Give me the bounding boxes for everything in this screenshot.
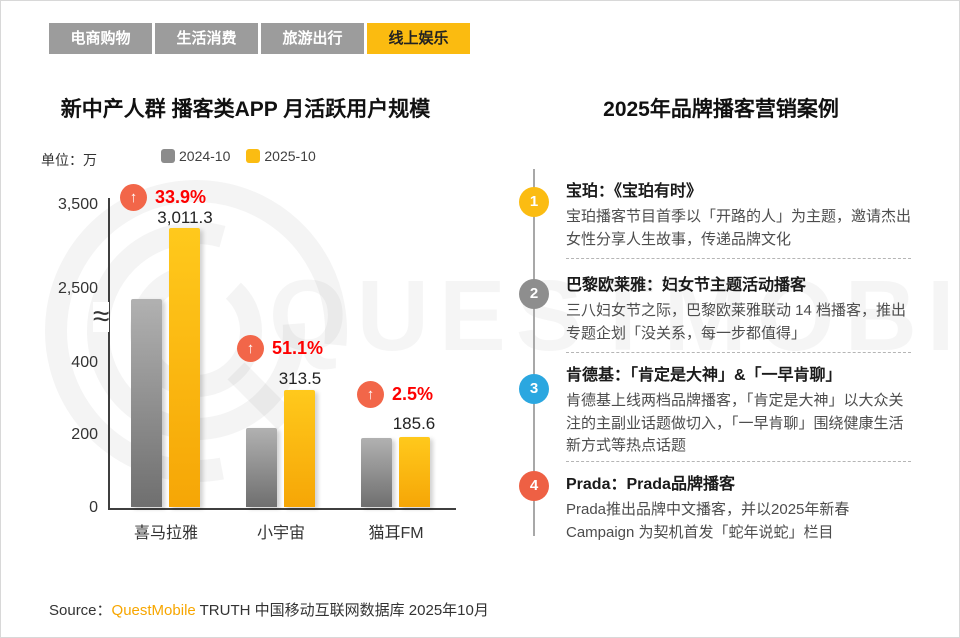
cases-title: 2025年品牌播客营销案例 bbox=[603, 98, 839, 121]
bar-2025-10-喜马拉雅 bbox=[169, 228, 200, 507]
case-item-kfc: 肯德基：「肯定是大神」&「一早肯聊」 肯德基上线两档品牌播客，「肯定是大神」以大… bbox=[566, 361, 911, 458]
y-tick-400: 400 bbox=[71, 354, 98, 371]
chart-title: 新中产人群 播客类APP 月活跃用户规模 bbox=[60, 98, 431, 121]
y-tick-0: 0 bbox=[89, 499, 98, 516]
unit-label: 单位：万 bbox=[41, 152, 97, 168]
case-separator bbox=[566, 258, 911, 259]
bar-2025-10-小宇宙 bbox=[284, 390, 315, 507]
category-label-ximalaya: 喜马拉雅 bbox=[133, 525, 198, 542]
case-heading: 肯德基：「肯定是大神」&「一早肯聊」 bbox=[566, 367, 842, 384]
value-label-maoerfm: 185.6 bbox=[392, 414, 436, 433]
questmobile-brand: QuestMobile bbox=[111, 602, 196, 619]
value-label-ximalaya: 3,011.3 bbox=[157, 208, 213, 227]
timeline-number-3: 3 bbox=[519, 374, 549, 404]
legend-swatch-gray bbox=[161, 149, 175, 163]
growth-badge-ximalaya: ↑ 33.9% bbox=[120, 184, 206, 211]
case-body: 三八妇女节之际，巴黎欧莱雅联动 14 档播客，推出专题企划「没关系，每一步都值得… bbox=[566, 302, 907, 342]
x-axis-line bbox=[108, 508, 456, 510]
legend-item-2024: 2024-10 bbox=[161, 148, 230, 164]
timeline-number-1: 1 bbox=[519, 187, 549, 217]
y-tick-3500: 3,500 bbox=[57, 196, 98, 213]
y-axis-line bbox=[108, 198, 110, 509]
case-body: 肯德基上线两档品牌播客，「肯定是大神」以大众关注的主副业话题做切入，「一早肯聊」… bbox=[566, 392, 904, 454]
case-body: Prada推出品牌中文播客，并以2025年新春 Campaign 为契机首发「蛇… bbox=[566, 501, 850, 541]
case-heading: 宝珀：《宝珀有时》 bbox=[566, 183, 703, 200]
case-item-prada: Prada：Prada品牌播客 Prada推出品牌中文播客，并以2025年新春 … bbox=[566, 470, 911, 544]
up-arrow-icon: ↑ bbox=[357, 381, 384, 408]
source-label: Source： bbox=[49, 602, 112, 619]
legend-swatch-yellow bbox=[246, 149, 261, 163]
case-separator bbox=[566, 352, 911, 353]
legend-item-2025: 2025-10 bbox=[246, 148, 316, 164]
case-item-loreal: 巴黎欧莱雅：妇女节主题活动播客 三八妇女节之际，巴黎欧莱雅联动 14 档播客，推… bbox=[566, 271, 911, 345]
chart-legend: 2024-10 2025-10 bbox=[161, 148, 316, 164]
bar-2024-10-猫耳FM bbox=[361, 438, 392, 507]
timeline-number-4: 4 bbox=[519, 471, 549, 501]
source-rest: TRUTH 中国移动互联网数据库 2025年10月 bbox=[195, 602, 489, 619]
legend-label: 2024-10 bbox=[179, 148, 231, 164]
tab-life-consumption[interactable]: 生活消费 bbox=[155, 23, 258, 54]
category-tabs: 电商购物 生活消费 旅游出行 线上娱乐 bbox=[49, 23, 470, 54]
case-heading: Prada：Prada品牌播客 bbox=[566, 476, 735, 493]
growth-label: 51.1% bbox=[272, 338, 324, 358]
tab-ecommerce[interactable]: 电商购物 bbox=[49, 23, 152, 54]
y-tick-200: 200 bbox=[71, 426, 98, 443]
questmobile-watermark-text: QUESTMOBILE bbox=[269, 260, 959, 372]
category-label-xiaoyuzhou: 小宇宙 bbox=[256, 525, 305, 542]
case-item-baopo: 宝珀：《宝珀有时》 宝珀播客节目首季以「开路的人」为主题，邀请杰出女性分享人生故… bbox=[566, 177, 911, 251]
bar-2024-10-喜马拉雅 bbox=[131, 299, 162, 507]
up-arrow-icon: ↑ bbox=[120, 184, 147, 211]
bar-2024-10-小宇宙 bbox=[246, 428, 277, 507]
bar-2025-10-猫耳FM bbox=[399, 437, 430, 507]
value-label-xiaoyuzhou: 313.5 bbox=[278, 369, 322, 388]
tab-online-entertainment[interactable]: 线上娱乐 bbox=[367, 23, 470, 54]
growth-badge-xiaoyuzhou: ↑ 51.1% bbox=[237, 335, 323, 362]
category-label-maoerfm: 猫耳FM bbox=[368, 525, 424, 542]
growth-label: 33.9% bbox=[155, 187, 207, 207]
case-heading: 巴黎欧莱雅：妇女节主题活动播客 bbox=[566, 277, 807, 294]
timeline-number-2: 2 bbox=[519, 279, 549, 309]
growth-label: 2.5% bbox=[392, 384, 434, 404]
axis-break-icon: ≈ bbox=[93, 300, 110, 333]
legend-label: 2025-10 bbox=[264, 148, 316, 164]
tab-travel[interactable]: 旅游出行 bbox=[261, 23, 364, 54]
timeline-line bbox=[533, 169, 535, 536]
growth-badge-maoerfm: ↑ 2.5% bbox=[357, 381, 433, 408]
case-separator bbox=[566, 461, 911, 462]
source-line: Source：QuestMobile TRUTH 中国移动互联网数据库 2025… bbox=[49, 599, 489, 620]
up-arrow-icon: ↑ bbox=[237, 335, 264, 362]
case-body: 宝珀播客节目首季以「开路的人」为主题，邀请杰出女性分享人生故事，传递品牌文化 bbox=[566, 208, 912, 248]
y-tick-2500: 2,500 bbox=[57, 280, 98, 297]
